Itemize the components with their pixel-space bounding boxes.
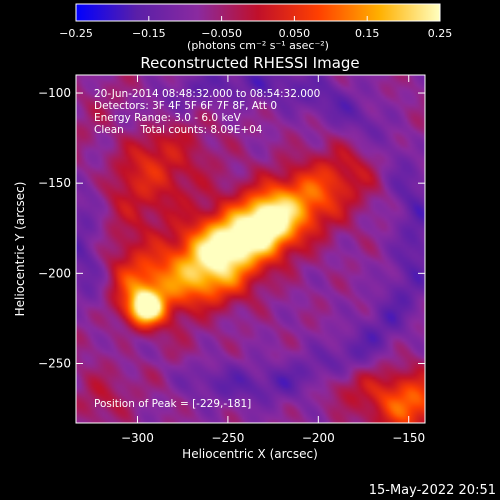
y-tick-label: −250 <box>38 356 71 370</box>
peak-position-label: Position of Peak = [-229,-181] <box>94 398 251 410</box>
y-tick-label: −150 <box>38 176 71 190</box>
x-tick-label: −250 <box>211 431 244 445</box>
info-energy-range: Energy Range: 3.0 - 6.0 keV <box>94 112 242 124</box>
y-tick-label: −100 <box>38 86 71 100</box>
colorbar-tick-label: 0.050 <box>279 27 311 40</box>
plot-frame <box>75 74 426 424</box>
y-tick-label: −200 <box>38 266 71 280</box>
x-tick-label: −150 <box>392 431 425 445</box>
footer-timestamp: 15-May-2022 20:51 <box>369 483 496 498</box>
colorbar-tick-label: −0.050 <box>201 27 242 40</box>
heatmap-image <box>76 75 425 423</box>
colorbar-tick-label: 0.15 <box>355 27 380 40</box>
plot-area: −300 −250 −200 −150 −100 −150 −200 −250 <box>38 74 426 445</box>
x-axis-label: Heliocentric X (arcsec) <box>182 447 318 461</box>
observation-info: 20-Jun-2014 08:48:32.000 to 08:54:32.000… <box>94 88 320 136</box>
colorbar-tick-label: 0.25 <box>428 27 453 40</box>
info-clean-counts: Clean Total counts: 8.09E+04 <box>94 124 263 136</box>
colorbar: −0.25 −0.15 −0.050 0.050 0.15 0.25 (photons c… <box>59 3 452 52</box>
colorbar-tick-label: −0.25 <box>59 27 93 40</box>
colorbar-fill <box>75 3 441 22</box>
x-tick-label: −200 <box>302 431 335 445</box>
colorbar-ticks: −0.25 −0.15 −0.050 0.050 0.15 0.25 <box>59 16 452 40</box>
y-axis-label: Heliocentric Y (arcsec) <box>13 182 27 317</box>
colorbar-unit-label: (photons cm⁻² s⁻¹ asec⁻²) <box>187 39 329 52</box>
colorbar-tick-label: −0.15 <box>132 27 166 40</box>
x-tick-label: −300 <box>121 431 154 445</box>
info-time-range: 20-Jun-2014 08:48:32.000 to 08:54:32.000 <box>94 88 320 100</box>
info-detectors: Detectors: 3F 4F 5F 6F 7F 8F, Att 0 <box>94 100 277 112</box>
axis-ticks: −300 −250 −200 −150 −100 −150 −200 −250 <box>38 75 425 445</box>
chart-title: Reconstructed RHESSI Image <box>140 54 359 72</box>
